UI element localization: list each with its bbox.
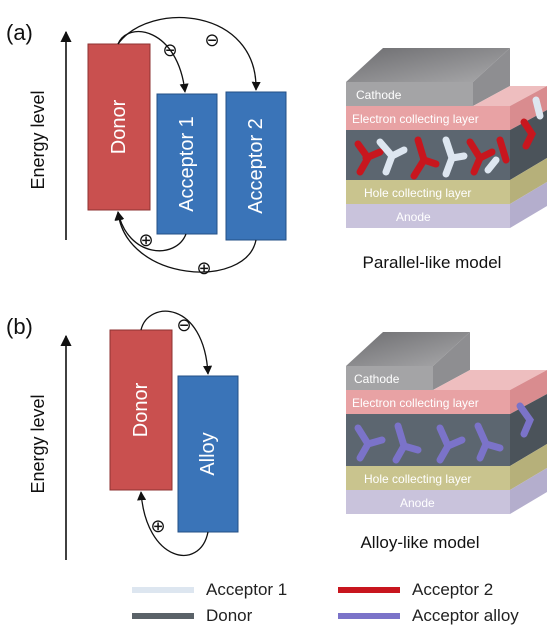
hole-layer-side	[510, 444, 547, 490]
anode-side	[510, 182, 547, 228]
parallel-model-caption: Parallel-like model	[363, 253, 502, 272]
cathode-label: Cathode	[356, 88, 402, 102]
legend-swatch	[338, 587, 400, 593]
alloy-level-box	[177, 375, 239, 533]
panel-b-tag: (b)	[6, 314, 33, 339]
cathode-top	[346, 48, 510, 82]
anode-label: Anode	[396, 210, 431, 224]
legend-swatch	[132, 613, 194, 619]
legend-label: Acceptor 1	[206, 580, 288, 599]
acceptor1-level-box	[156, 93, 218, 235]
hole-transfer-arrow-2	[114, 211, 257, 273]
anode-front	[346, 490, 510, 514]
anode-front	[346, 204, 510, 228]
alloy-model-caption: Alloy-like model	[360, 533, 479, 552]
hole-transfer-arrow-1	[115, 211, 187, 252]
panel-b-device: Cathode Electron collecting layer Hole c…	[346, 332, 547, 552]
hole-layer-label: Hole collecting layer	[364, 186, 471, 200]
electron-transfer-arrow	[140, 310, 213, 375]
panel-b-energy-diagram: (b) Energy level Donor Alloy ⊖ ⊕	[6, 310, 239, 560]
donor-label: Donor	[108, 99, 130, 154]
anode-label: Anode	[400, 496, 435, 510]
energy-axis-label: Energy level	[28, 394, 48, 493]
hole-symbol: ⊕	[150, 516, 165, 536]
cathode-label: Cathode	[354, 372, 400, 386]
donor-label: Donor	[130, 382, 152, 437]
anode-side	[510, 468, 547, 514]
cathode-side	[473, 48, 510, 106]
electron-layer-top	[473, 86, 547, 106]
electron-layer-front	[346, 106, 510, 130]
panel-a-device: Cathode Electron collecting layer Hole c…	[346, 48, 547, 272]
panel-a-energy-diagram: (a) Energy level Donor Acceptor 1 Accept…	[6, 16, 287, 278]
acceptor1-label: Acceptor 1	[176, 116, 198, 212]
cathode-front	[346, 82, 473, 106]
legend-swatch	[132, 587, 194, 593]
hole-layer-front	[346, 466, 510, 490]
legend-label: Acceptor 2	[412, 580, 494, 599]
legend-item-donor: Donor	[132, 606, 252, 626]
cathode-front	[346, 366, 433, 390]
electron-layer-label: Electron collecting layer	[352, 112, 479, 126]
cathode-top	[346, 332, 470, 366]
hole-layer-label: Hole collecting layer	[364, 472, 471, 486]
acceptor2-domains	[354, 118, 537, 180]
legend-item-acceptor2: Acceptor 2	[338, 580, 493, 600]
energy-axis-label: Energy level	[28, 90, 48, 189]
legend-item-acceptor-alloy: Acceptor alloy	[338, 606, 519, 626]
acceptor-alloy-domains	[354, 402, 534, 464]
electron-symbol: ⊖	[204, 30, 219, 50]
electron-layer-front	[346, 390, 510, 414]
acceptor1-domains	[376, 96, 544, 178]
cathode-side	[433, 332, 470, 390]
electron-layer-label: Electron collecting layer	[352, 396, 479, 410]
hole-layer-front	[346, 180, 510, 204]
hole-transfer-arrow	[137, 491, 209, 557]
legend-item-acceptor1: Acceptor 1	[132, 580, 287, 600]
donor-level-box	[87, 43, 151, 211]
electron-transfer-arrow-2	[117, 16, 261, 91]
panel-a-tag: (a)	[6, 20, 33, 45]
electron-layer-top	[433, 370, 547, 390]
hole-layer-side	[510, 158, 547, 204]
alloy-label: Alloy	[197, 432, 219, 475]
legend-label: Acceptor alloy	[412, 606, 519, 625]
legend-label: Donor	[206, 606, 253, 625]
electron-symbol: ⊖	[162, 40, 177, 60]
hole-symbol: ⊕	[196, 258, 211, 278]
acceptor2-label: Acceptor 2	[245, 118, 267, 214]
legend-swatch	[338, 613, 400, 619]
electron-symbol: ⊖	[176, 315, 191, 335]
hole-symbol: ⊕	[138, 230, 153, 250]
legend: Acceptor 1 Acceptor 2 Donor Acceptor all…	[0, 570, 557, 629]
